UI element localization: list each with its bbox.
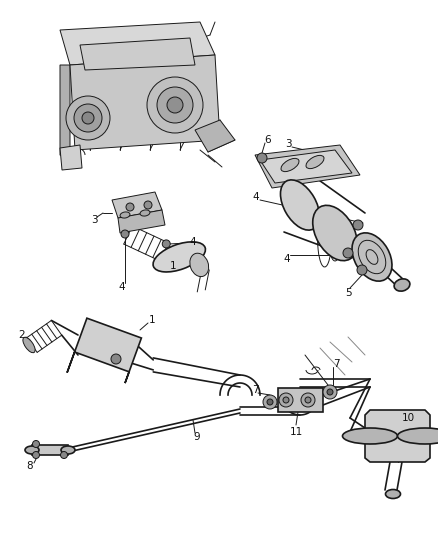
Circle shape <box>60 451 67 458</box>
Text: 1: 1 <box>148 315 155 325</box>
Polygon shape <box>60 145 82 170</box>
Circle shape <box>263 395 277 409</box>
Text: 4: 4 <box>253 192 259 202</box>
Polygon shape <box>118 210 165 233</box>
Circle shape <box>353 220 363 230</box>
Text: 9: 9 <box>194 432 200 442</box>
Circle shape <box>323 385 337 399</box>
Text: 11: 11 <box>290 427 303 437</box>
Ellipse shape <box>281 158 299 172</box>
Ellipse shape <box>25 446 39 454</box>
Circle shape <box>357 265 367 275</box>
Polygon shape <box>255 145 360 188</box>
Circle shape <box>82 112 94 124</box>
Ellipse shape <box>398 428 438 444</box>
Text: 7: 7 <box>333 359 339 369</box>
Circle shape <box>121 230 129 238</box>
Circle shape <box>267 399 273 405</box>
Circle shape <box>32 440 39 448</box>
Circle shape <box>301 393 315 407</box>
Ellipse shape <box>140 210 150 216</box>
Circle shape <box>167 97 183 113</box>
Text: 2: 2 <box>19 330 25 340</box>
Text: 5: 5 <box>345 288 351 298</box>
Text: 4: 4 <box>284 254 290 264</box>
Ellipse shape <box>153 242 205 272</box>
Text: 3: 3 <box>91 215 97 225</box>
Circle shape <box>279 393 293 407</box>
Text: 7: 7 <box>252 385 258 395</box>
Ellipse shape <box>352 233 392 281</box>
Circle shape <box>162 240 170 248</box>
Polygon shape <box>32 445 68 455</box>
Ellipse shape <box>120 212 130 218</box>
Text: 8: 8 <box>27 461 33 471</box>
Circle shape <box>147 77 203 133</box>
Text: 1: 1 <box>170 261 177 271</box>
Circle shape <box>327 389 333 395</box>
Text: 3: 3 <box>285 139 291 149</box>
Ellipse shape <box>23 337 35 353</box>
Circle shape <box>66 96 110 140</box>
Circle shape <box>305 397 311 403</box>
Ellipse shape <box>61 446 75 454</box>
Circle shape <box>343 248 353 258</box>
Text: 4: 4 <box>190 237 196 247</box>
Ellipse shape <box>385 489 400 498</box>
Polygon shape <box>67 318 141 383</box>
Polygon shape <box>112 192 162 218</box>
Ellipse shape <box>306 156 324 168</box>
Text: 10: 10 <box>402 413 414 423</box>
Ellipse shape <box>190 253 208 277</box>
Text: 4: 4 <box>119 282 125 292</box>
Polygon shape <box>365 410 430 462</box>
Polygon shape <box>80 38 195 70</box>
Circle shape <box>283 397 289 403</box>
Ellipse shape <box>343 428 398 444</box>
Ellipse shape <box>394 279 410 291</box>
Polygon shape <box>60 22 215 65</box>
Circle shape <box>111 354 121 364</box>
Circle shape <box>74 104 102 132</box>
Ellipse shape <box>280 180 319 230</box>
Polygon shape <box>260 150 352 183</box>
Circle shape <box>126 203 134 211</box>
Polygon shape <box>70 55 220 150</box>
Polygon shape <box>278 388 323 412</box>
Polygon shape <box>60 65 70 160</box>
Circle shape <box>32 451 39 458</box>
Polygon shape <box>195 120 235 152</box>
Ellipse shape <box>313 205 357 261</box>
Circle shape <box>157 87 193 123</box>
Circle shape <box>144 201 152 209</box>
Circle shape <box>257 153 267 163</box>
Text: 6: 6 <box>265 135 271 145</box>
